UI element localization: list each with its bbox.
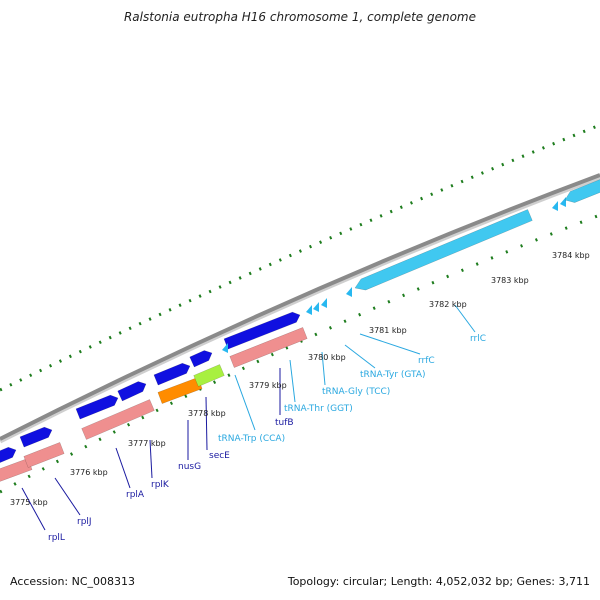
green-feature[interactable]	[193, 364, 225, 387]
accession-text: Accession: NC_008313	[10, 575, 136, 588]
gene-label-rplK[interactable]: rplK	[151, 480, 170, 490]
leader-rplJ	[54, 477, 81, 516]
trna-chevron-gly[interactable]	[313, 302, 319, 312]
cds-feature-tufB[interactable]	[223, 311, 301, 350]
rrna-feature-upstream[interactable]	[564, 176, 600, 203]
cds-feature-rplA[interactable]	[75, 394, 119, 420]
rrna-feature-rrlC[interactable]	[354, 209, 533, 291]
trna-chevron-rrfc[interactable]	[346, 287, 352, 297]
trna-chevron-tyr[interactable]	[321, 298, 327, 308]
gene-label-rrfC[interactable]: rrfC	[418, 356, 435, 366]
gene-label-secE[interactable]: secE	[209, 451, 230, 461]
trna-chevron-a[interactable]	[552, 201, 558, 211]
tick-label-3779: 3779 kbp	[249, 381, 287, 390]
cds-feature-secE[interactable]	[189, 350, 213, 368]
leader-trna-trp	[234, 374, 256, 431]
gene-label-trna-trp[interactable]: tRNA-Trp (CCA)	[218, 434, 285, 444]
tick-label-3775: 3775 kbp	[10, 498, 48, 507]
genome-summary-text: Topology: circular; Length: 4,052,032 bp…	[287, 575, 590, 588]
leader-trna-thr	[289, 359, 296, 403]
tick-label-3778: 3778 kbp	[188, 409, 226, 418]
gc-track-outer	[0, 123, 600, 392]
gene-label-trna-thr[interactable]: tRNA-Thr (GGT)	[284, 404, 353, 414]
gene-feature-rev-4[interactable]	[229, 327, 308, 368]
tick-label-3776: 3776 kbp	[70, 468, 108, 477]
cds-feature-rplK[interactable]	[117, 381, 147, 402]
tick-label-3780: 3780 kbp	[308, 353, 346, 362]
cds-feature-nusG[interactable]	[153, 362, 191, 386]
leader-secE	[205, 396, 208, 451]
trna-chevron-b[interactable]	[560, 197, 566, 207]
gene-label-nusG[interactable]: nusG	[178, 462, 201, 472]
leader-rrfC	[359, 333, 421, 355]
trna-chevron-thr[interactable]	[306, 305, 312, 315]
tick-label-3783: 3783 kbp	[491, 276, 529, 285]
gene-label-rplA[interactable]: rplA	[126, 490, 145, 500]
tick-label-3782: 3782 kbp	[429, 300, 467, 309]
leader-rrlC	[454, 304, 476, 333]
cds-feature-rplL[interactable]	[0, 446, 17, 465]
gene-label-trna-gly[interactable]: tRNA-Gly (TCC)	[322, 387, 390, 397]
leader-rplK	[149, 439, 153, 479]
cds-feature-rplJ[interactable]	[19, 426, 53, 448]
tick-label-3777: 3777 kbp	[128, 439, 166, 448]
feature-layer	[0, 176, 600, 482]
leader-trna-tyr	[344, 344, 376, 369]
gene-feature-rev-3[interactable]	[81, 399, 155, 440]
gene-label-tufB[interactable]: tufB	[275, 418, 294, 428]
gene-label-rrlC[interactable]: rrlC	[470, 334, 486, 344]
scale-track	[0, 213, 600, 494]
leader-rplA	[115, 447, 131, 489]
tick-label-3781: 3781 kbp	[369, 326, 407, 335]
gene-label-rplL[interactable]: rplL	[48, 533, 65, 543]
map-title: Ralstonia eutropha H16 chromosome 1, com…	[123, 10, 477, 24]
gene-feature-rev-2[interactable]	[23, 442, 65, 468]
trna-chevron-trp[interactable]	[222, 343, 228, 353]
gene-label-trna-tyr[interactable]: tRNA-Tyr (GTA)	[360, 370, 426, 380]
tick-label-3784: 3784 kbp	[552, 251, 590, 260]
leader-trna-gly	[321, 351, 326, 386]
gene-label-rplJ[interactable]: rplJ	[77, 517, 92, 527]
leader-rplL	[21, 487, 46, 531]
leader-layer	[21, 304, 476, 531]
backbone	[0, 173, 600, 441]
